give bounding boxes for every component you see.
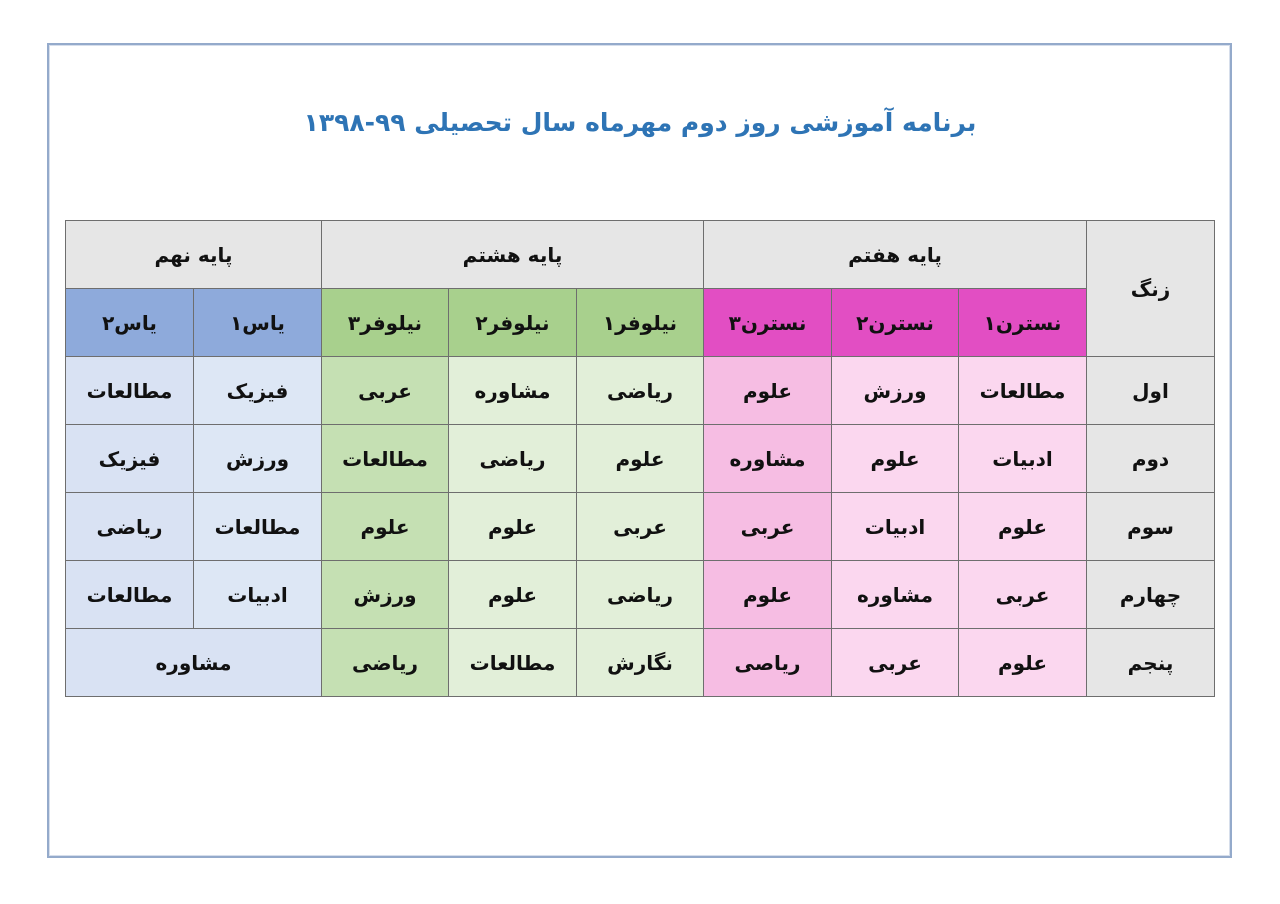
grade-header-row: زنگ پایه هفتم پایه هشتم پایه نهم — [65, 220, 1215, 357]
period-label: اول — [1086, 356, 1215, 425]
table-cell: مشاوره — [831, 560, 959, 629]
period-label: سوم — [1086, 492, 1215, 561]
table-cell: مشاوره — [703, 424, 832, 493]
table-cell: مطالعات — [321, 424, 449, 493]
table-cell: علوم — [958, 628, 1087, 697]
table-cell: علوم — [321, 492, 449, 561]
table-cell: عربی — [831, 628, 959, 697]
zang-header: زنگ — [1086, 220, 1215, 357]
table-cell: علوم — [703, 356, 832, 425]
table-cell: علوم — [448, 560, 577, 629]
period-label: دوم — [1086, 424, 1215, 493]
table-cell: مشاوره — [448, 356, 577, 425]
table-cell: نگارش — [576, 628, 704, 697]
table-cell: ریاضی — [448, 424, 577, 493]
class-header: یاس۲ — [65, 288, 194, 357]
table-cell: علوم — [831, 424, 959, 493]
table-cell: علوم — [958, 492, 1087, 561]
table-cell: مطالعات — [65, 356, 194, 425]
table-cell: ادبیات — [831, 492, 959, 561]
table-cell: ورزش — [193, 424, 322, 493]
class-header: نیلوفر۳ — [321, 288, 449, 357]
grade-9-header: پایه نهم — [65, 220, 322, 289]
table-cell: مطالعات — [193, 492, 322, 561]
table-cell: علوم — [703, 560, 832, 629]
table-cell: عربی — [321, 356, 449, 425]
table-cell: ریاضی — [576, 560, 704, 629]
table-row: چهارم عربی مشاوره علوم ریاضی علوم ورزش ا… — [65, 560, 1215, 629]
table-cell: مطالعات — [65, 560, 194, 629]
table-cell: مطالعات — [958, 356, 1087, 425]
table-cell: مطالعات — [448, 628, 577, 697]
table-row: پنجم علوم عربی ریاصی نگارش مطالعات ریاضی… — [65, 628, 1215, 697]
table-cell: ریاضی — [65, 492, 194, 561]
table-cell: علوم — [576, 424, 704, 493]
table-cell: ورزش — [831, 356, 959, 425]
grade-8-header: پایه هشتم — [321, 220, 704, 289]
table-cell: ورزش — [321, 560, 449, 629]
table-cell: عربی — [703, 492, 832, 561]
schedule-table: زنگ پایه هفتم پایه هشتم پایه نهم نسترن۱ … — [65, 220, 1215, 697]
class-header-row: نسترن۱ نسترن۲ نسترن۳ نیلوفر۱ نیلوفر۲ نیل… — [65, 288, 1215, 357]
table-cell: علوم — [448, 492, 577, 561]
table-row: دوم ادبیات علوم مشاوره علوم ریاضی مطالعا… — [65, 424, 1215, 493]
table-cell: ادبیات — [958, 424, 1087, 493]
table-cell: ادبیات — [193, 560, 322, 629]
period-label: چهارم — [1086, 560, 1215, 629]
table-row: سوم علوم ادبیات عربی عربی علوم علوم مطال… — [65, 492, 1215, 561]
table-cell: فیزیک — [193, 356, 322, 425]
class-header: نسترن۱ — [958, 288, 1087, 357]
table-cell: عربی — [576, 492, 704, 561]
table-row: اول مطالعات ورزش علوم ریاضی مشاوره عربی … — [65, 356, 1215, 425]
period-label: پنجم — [1086, 628, 1215, 697]
table-cell: ریاضی — [321, 628, 449, 697]
class-header: نسترن۳ — [703, 288, 832, 357]
grade-7-header: پایه هفتم — [703, 220, 1087, 289]
page-frame — [47, 43, 1232, 858]
page-title: برنامه آموزشی روز دوم مهرماه سال تحصیلی … — [303, 108, 977, 137]
table-cell: ریاصی — [703, 628, 832, 697]
table-cell: فیزیک — [65, 424, 194, 493]
class-header: نسترن۲ — [831, 288, 959, 357]
class-header: نیلوفر۲ — [448, 288, 577, 357]
table-cell: ریاضی — [576, 356, 704, 425]
table-cell: عربی — [958, 560, 1087, 629]
class-header: نیلوفر۱ — [576, 288, 704, 357]
table-cell: مشاوره — [65, 628, 322, 697]
class-header: یاس۱ — [193, 288, 322, 357]
